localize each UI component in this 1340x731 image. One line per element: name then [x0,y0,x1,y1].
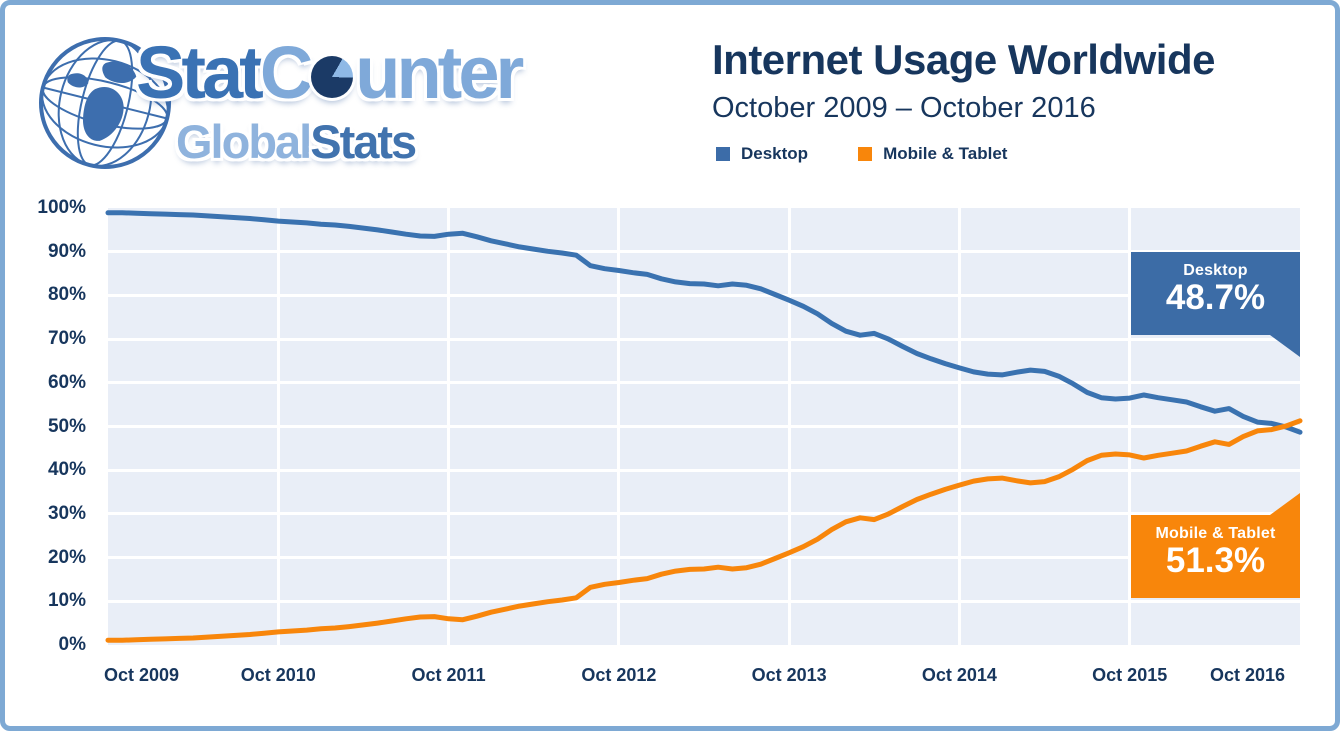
x-axis-tick: Oct 2011 [411,665,486,685]
page-title: Internet Usage Worldwide [712,36,1215,83]
x-axis-tick: Oct 2009 [104,665,180,685]
desktop-callout-value: 48.7% [1165,278,1266,317]
y-axis-tick: 30% [47,502,86,524]
x-axis-tick: Oct 2016 [1209,665,1285,685]
series-line-mobile-tablet [105,418,1303,643]
v-gridline [957,208,961,645]
series-line-desktop [105,210,1303,435]
brand-unter: unter [355,31,524,114]
x-axis-tick: Oct 2012 [581,665,657,685]
x-axis-tick: Oct 2015 [1092,665,1168,685]
pie-chart-icon [311,56,354,98]
mobile-callout-tail [1270,493,1300,515]
x-axis-tick: Oct 2010 [240,665,316,685]
v-gridline [276,208,280,645]
page-subtitle: October 2009 – October 2016 [712,92,1096,124]
h-gridline [108,337,1300,341]
y-axis-tick: 10% [47,590,86,612]
x-axis-tick: Oct 2013 [751,665,827,685]
v-gridline [617,208,621,645]
brand-wordmark-line2: GlobalStats [176,115,417,168]
y-axis-tick: 70% [47,328,86,350]
mobile-callout-value: 51.3% [1165,541,1266,580]
h-gridline [108,512,1300,516]
legend-item: Mobile & Tablet [858,144,1007,164]
brand-c: C [259,31,313,114]
y-axis-tick: 20% [47,546,86,568]
legend-label: Desktop [741,144,809,163]
y-axis-tick: 50% [47,415,86,437]
mobile-callout-label: Mobile & Tablet [1155,525,1276,542]
brand-global: Global [176,115,312,168]
y-axis-tick: 40% [47,459,86,481]
y-axis-tick: 100% [37,197,86,218]
y-axis-tick: 60% [47,371,86,393]
legend-label: Mobile & Tablet [883,144,1008,163]
legend-swatch-icon [716,147,730,161]
legend-item: Desktop [716,144,808,164]
legend-swatch-icon [858,147,873,161]
legend: Desktop Mobile & Tablet [716,144,1057,164]
v-gridline [787,208,791,645]
desktop-callout-tail [1270,335,1300,357]
x-axis-tick: Oct 2014 [921,665,997,685]
h-gridline [108,599,1300,603]
brand-wordmark-line1: StatC unter [136,36,524,110]
h-gridline [108,250,1300,254]
v-gridline [1128,208,1132,645]
h-gridline [108,468,1300,472]
brand-stats: Stats [310,115,417,168]
statcounter-logo: StatC unter GlobalStats [34,22,654,182]
mobile-callout: Mobile & Tablet 51.3% [1131,515,1300,598]
h-gridline [108,425,1300,428]
h-gridline [108,381,1300,385]
y-axis-tick: 0% [58,634,86,655]
desktop-callout: Desktop 48.7% [1131,252,1300,335]
h-gridline [108,293,1300,297]
y-axis-tick: 90% [47,240,86,262]
y-axis-tick: 80% [47,284,86,306]
brand-stat: Stat [136,31,264,114]
v-gridline [447,208,451,645]
globe-icon [39,37,171,169]
desktop-callout-label: Desktop [1183,262,1248,279]
h-gridline [108,556,1300,560]
